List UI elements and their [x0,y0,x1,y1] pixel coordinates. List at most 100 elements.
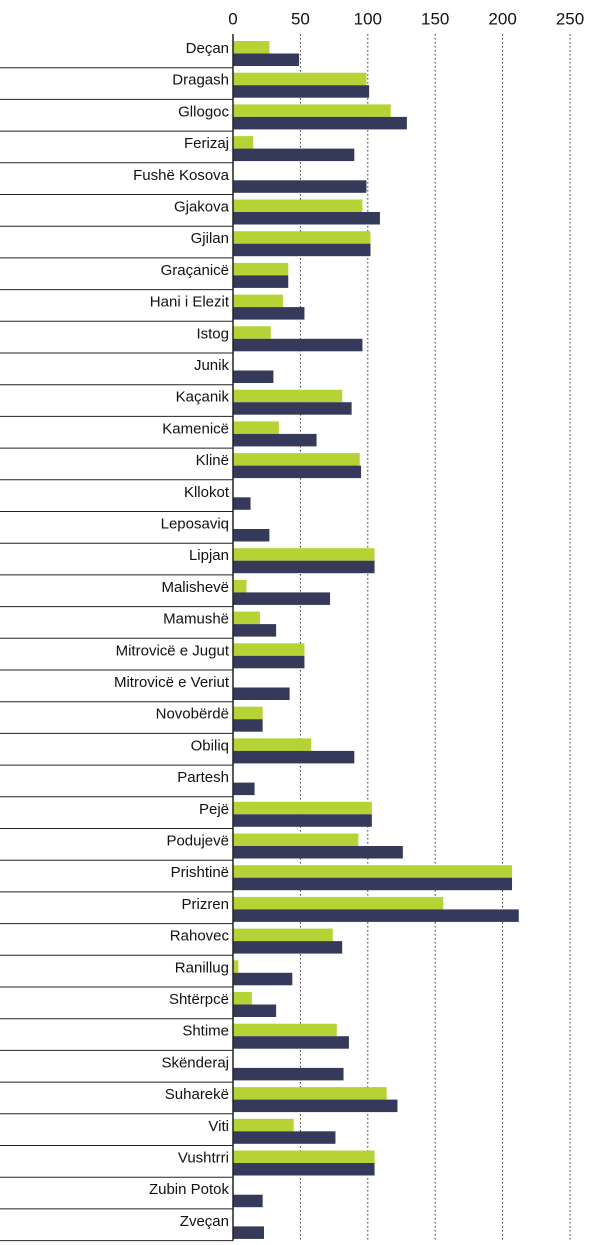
x-tick-label: 200 [488,9,516,28]
y-tick-label: Klinë [196,452,229,469]
y-tick-label: Graçanicë [161,262,229,279]
bar [233,1023,337,1037]
bar [233,865,513,878]
bar [233,896,444,910]
bar [233,624,277,637]
y-tick-label: Skënderaj [161,1054,229,1071]
bar [233,972,293,986]
bar [233,960,239,973]
bar [233,180,367,193]
bar [233,1004,277,1017]
bar [233,611,260,625]
bar [233,85,370,98]
y-tick-label: Ranillug [175,959,229,976]
bar [233,1118,294,1132]
bar [233,453,360,466]
bar [233,592,331,605]
y-tick-label: Gjakova [174,198,230,215]
bar [233,706,263,720]
x-tick-label: 0 [228,9,237,28]
y-tick-label: Gllogoc [178,103,229,120]
y-tick-label: Podujevë [166,832,229,849]
bar [233,433,317,447]
y-tick-label: Junik [194,357,230,374]
bar [233,1150,375,1163]
bar [233,1226,265,1239]
bar [233,529,270,542]
bar [233,814,372,827]
bar [233,750,355,764]
bar [233,548,375,561]
bar [233,643,305,656]
y-tick-label: Mitrovicë e Jugut [116,642,230,659]
y-tick-label: Rahovec [170,928,230,945]
y-tick-label: Malishevë [161,579,229,596]
bar [233,941,343,954]
bar [233,370,274,383]
bar [233,560,375,574]
bar [233,307,305,320]
bar [233,1131,336,1144]
bar [233,719,263,732]
bar [233,104,391,117]
bar [233,846,403,859]
bar [233,148,355,162]
bar [233,928,333,942]
y-tick-label: Obiliq [191,737,229,754]
bar [233,738,312,751]
y-tick-label: Pejë [199,801,229,818]
bar [233,262,289,276]
y-tick-label: Prishtinë [171,864,229,881]
y-tick-label: Lipjan [189,547,229,564]
y-tick-label: Kaçanik [176,389,230,406]
bar [233,465,362,479]
y-tick-label: Vushtrri [178,1149,229,1166]
y-tick-label: Novobërdë [156,706,229,723]
y-tick-label: Deçan [186,40,229,57]
bar [233,389,343,403]
y-tick-label: Dragash [172,72,229,89]
bar [233,801,372,815]
bar [233,833,359,846]
bar [233,909,519,922]
bar [233,53,300,66]
bar [233,231,371,244]
y-tick-label: Leposaviq [161,515,229,532]
bar [233,275,289,288]
bar [233,199,363,212]
bar [233,497,251,510]
bar [233,1067,344,1081]
y-tick-label: Shtërpcë [169,991,229,1008]
x-tick-label: 50 [291,9,310,28]
y-tick-label: Fushë Kosova [133,167,230,184]
bar [233,41,270,54]
y-tick-label: Shtime [182,1023,229,1040]
bar [233,212,380,225]
y-tick-label: Ferizaj [184,135,229,152]
y-tick-label: Suharekë [165,1086,229,1103]
bar [233,72,367,86]
y-tick-label: Partesh [177,769,229,786]
bar [233,1163,375,1176]
bar [233,294,283,308]
bar [233,1036,349,1049]
bar [233,782,255,796]
y-tick-label: Kllokot [184,484,230,501]
bar [233,136,254,149]
y-tick-label: Zveçan [180,1213,229,1230]
bar [233,655,305,669]
bar [233,1194,263,1208]
bar [233,1099,398,1113]
bar [233,421,279,434]
bar [233,243,371,257]
y-tick-label: Zubin Potok [149,1181,230,1198]
x-tick-label: 100 [354,9,382,28]
y-tick-label: Kamenicë [162,420,229,437]
bar [233,687,290,700]
y-tick-label: Viti [208,1118,229,1135]
bar [233,338,363,352]
y-tick-label: Istog [196,325,229,342]
bar [233,1087,387,1100]
y-tick-label: Prizren [181,896,229,913]
